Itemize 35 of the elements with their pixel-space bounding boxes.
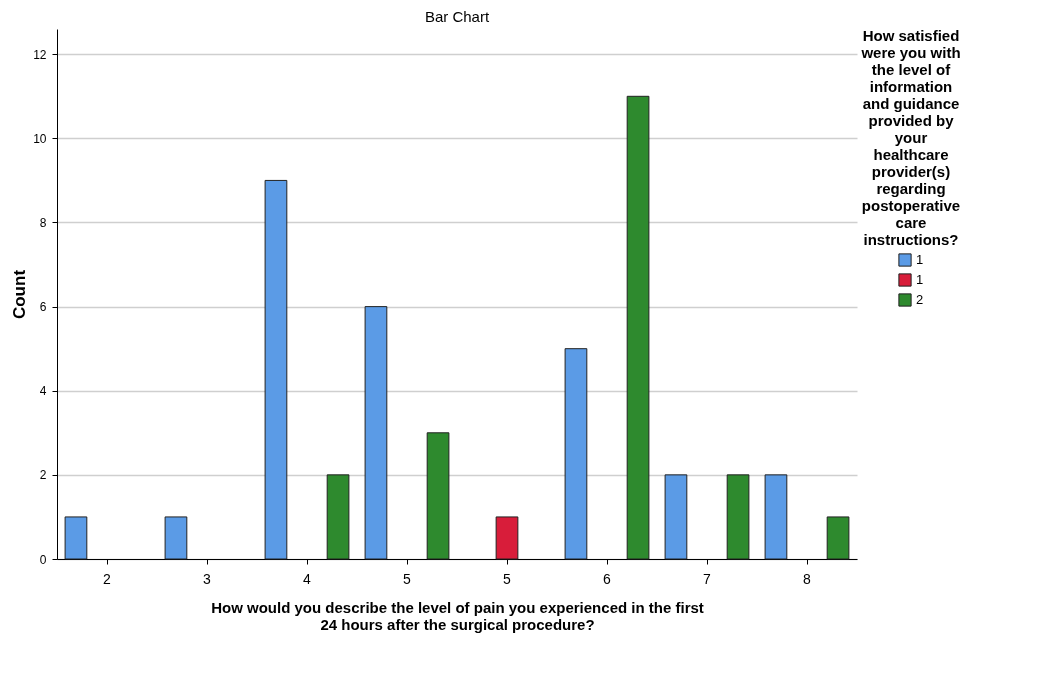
bar	[564, 348, 588, 560]
legend-label: 1	[916, 272, 924, 287]
x-tick-label: 8	[803, 570, 812, 587]
bar	[164, 516, 188, 560]
legend-label: 2	[916, 292, 924, 307]
bar	[726, 474, 750, 560]
bar	[495, 516, 519, 560]
x-tick-label: 7	[703, 570, 712, 587]
bar	[264, 179, 288, 560]
x-tick-label: 4	[303, 570, 312, 587]
legend-label: 1	[916, 252, 924, 267]
text: How satisfied were you with the level of information and guidance provided by your healthcare provider(s) regarding postoperative care instructions?	[861, 27, 961, 248]
x-tick-label: 2	[103, 570, 112, 587]
x-axis-title: How would you describe the level of pain you experienced in the first 24 hours after the surgical procedure?	[211, 598, 704, 633]
x-tick-label: 5	[503, 570, 512, 587]
chart-title: Bar Chart	[424, 8, 490, 25]
y-tick-label: 10	[33, 131, 47, 146]
bar	[826, 516, 850, 560]
x-tick-label: 5	[403, 570, 412, 587]
y-tick-label: 2	[39, 468, 47, 483]
y-tick-label: 12	[33, 47, 47, 62]
bar	[426, 432, 450, 560]
y-axis-title: Count	[10, 269, 30, 320]
y-tick-label: 8	[39, 215, 47, 230]
y-tick-label: 6	[39, 300, 47, 315]
bar	[326, 474, 350, 560]
y-tick-label: 4	[39, 384, 47, 399]
y-tick-label: 0	[39, 552, 47, 567]
bar	[626, 95, 650, 560]
bar	[364, 306, 388, 560]
bar	[764, 474, 788, 560]
x-tick-label: 3	[203, 570, 212, 587]
bar	[664, 474, 688, 560]
x-tick-label: 6	[603, 570, 612, 587]
bar	[64, 516, 88, 560]
